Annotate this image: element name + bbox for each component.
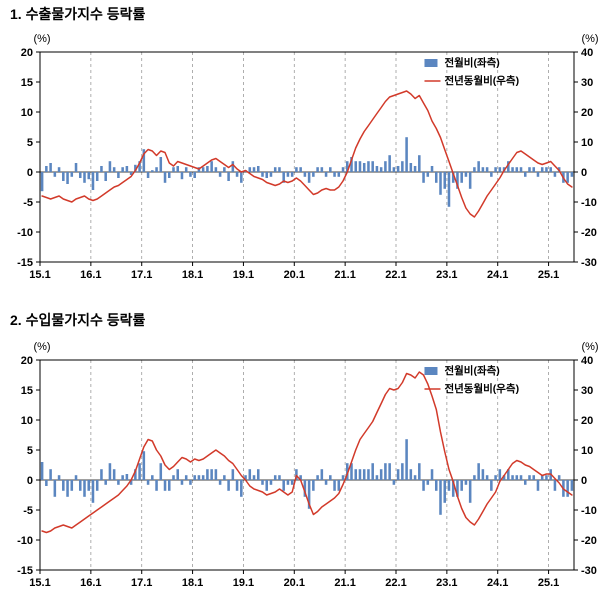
svg-text:-5: -5: [23, 197, 33, 209]
svg-text:21.1: 21.1: [334, 577, 355, 589]
svg-text:18.1: 18.1: [182, 269, 203, 281]
svg-text:0: 0: [27, 475, 33, 487]
svg-text:20.1: 20.1: [284, 269, 305, 281]
svg-text:16.1: 16.1: [80, 269, 101, 281]
svg-text:15: 15: [21, 385, 33, 397]
svg-text:5: 5: [27, 445, 33, 457]
svg-text:19.1: 19.1: [233, 577, 254, 589]
svg-text:10: 10: [21, 107, 33, 119]
svg-text:전월비(좌측): 전월비(좌측): [444, 364, 499, 377]
chart-2-import-price-index: 20 15 10 5 0 -5 -10 -15 40 30 20 10 0 -10 -20 -30 15.1 16…: [17, 341, 598, 589]
svg-text:20: 20: [581, 107, 593, 119]
svg-text:전년동월비(우측): 전년동월비(우측): [444, 74, 519, 87]
svg-text:-10: -10: [17, 227, 33, 239]
svg-text:23.1: 23.1: [436, 577, 457, 589]
svg-text:21.1: 21.1: [334, 269, 355, 281]
svg-text:40: 40: [581, 355, 593, 367]
chart-1-export-price-index: 20 15 10 5 0 -5 -10 -15 40 30 20 10 0 -10 -20 -30 15.1 16…: [17, 33, 598, 281]
chart-2-title: 2. 수입물가지수 등락률: [10, 312, 146, 328]
svg-text:20: 20: [21, 355, 33, 367]
svg-text:5: 5: [27, 137, 33, 149]
svg-text:(%): (%): [581, 33, 598, 45]
svg-text:-20: -20: [581, 535, 597, 547]
svg-text:-5: -5: [23, 505, 33, 517]
svg-text:-30: -30: [581, 257, 597, 269]
svg-text:-10: -10: [17, 535, 33, 547]
svg-text:(%): (%): [33, 341, 50, 353]
svg-text:15.1: 15.1: [29, 577, 50, 589]
svg-text:19.1: 19.1: [233, 269, 254, 281]
svg-text:24.1: 24.1: [487, 577, 508, 589]
svg-text:-30: -30: [581, 565, 597, 577]
svg-text:40: 40: [581, 47, 593, 59]
svg-text:(%): (%): [33, 33, 50, 45]
svg-text:22.1: 22.1: [385, 577, 406, 589]
svg-text:(%): (%): [581, 341, 598, 353]
svg-text:25.1: 25.1: [538, 577, 559, 589]
svg-text:-20: -20: [581, 227, 597, 239]
svg-text:18.1: 18.1: [182, 577, 203, 589]
chart-1-title: 1. 수출물가지수 등락률: [10, 6, 146, 22]
svg-text:10: 10: [581, 445, 593, 457]
svg-text:30: 30: [581, 385, 593, 397]
svg-text:15.1: 15.1: [29, 269, 50, 281]
svg-text:-10: -10: [581, 197, 597, 209]
svg-text:30: 30: [581, 77, 593, 89]
svg-text:전월비(좌측): 전월비(좌측): [444, 56, 499, 69]
svg-text:전년동월비(우측): 전년동월비(우측): [444, 382, 519, 395]
svg-text:-15: -15: [17, 257, 33, 269]
svg-text:-15: -15: [17, 565, 33, 577]
svg-text:0: 0: [581, 475, 587, 487]
svg-text:0: 0: [27, 167, 33, 179]
svg-text:0: 0: [581, 167, 587, 179]
svg-text:25.1: 25.1: [538, 269, 559, 281]
svg-text:22.1: 22.1: [385, 269, 406, 281]
svg-text:10: 10: [21, 415, 33, 427]
svg-text:24.1: 24.1: [487, 269, 508, 281]
svg-text:10: 10: [581, 137, 593, 149]
svg-text:23.1: 23.1: [436, 269, 457, 281]
svg-text:-10: -10: [581, 505, 597, 517]
svg-text:16.1: 16.1: [80, 577, 101, 589]
svg-text:17.1: 17.1: [131, 577, 152, 589]
svg-text:17.1: 17.1: [131, 269, 152, 281]
svg-text:20.1: 20.1: [284, 577, 305, 589]
svg-text:20: 20: [21, 47, 33, 59]
svg-text:20: 20: [581, 415, 593, 427]
svg-text:15: 15: [21, 77, 33, 89]
